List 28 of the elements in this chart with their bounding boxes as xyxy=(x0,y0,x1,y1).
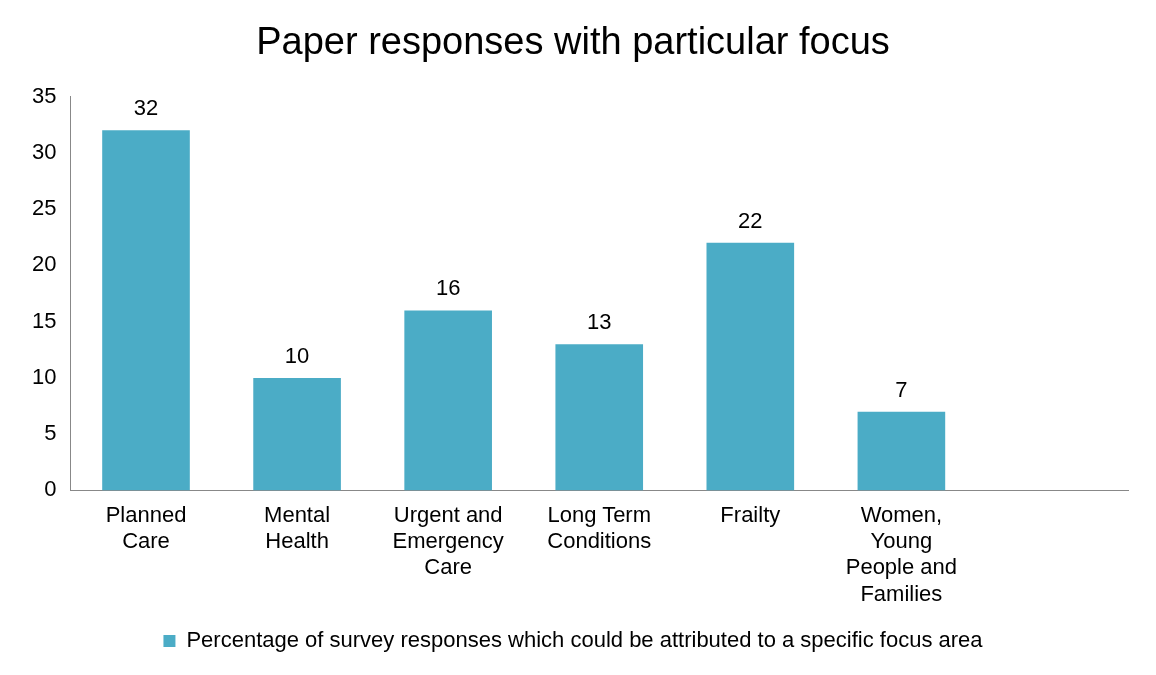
bar xyxy=(857,411,946,491)
data-label: 22 xyxy=(738,207,763,233)
y-tick-label: 35 xyxy=(31,82,57,108)
x-tick-label: Frailty xyxy=(720,501,781,527)
bar xyxy=(555,344,644,491)
y-tick-label: 0 xyxy=(44,476,57,502)
data-label: 13 xyxy=(586,309,612,335)
legend-label: Percentage of survey responses which could be attributed to a specific focus area xyxy=(186,627,984,653)
x-tick-label: Urgent and Emergency Care xyxy=(392,501,504,580)
x-tick-label: Long Term Conditions xyxy=(547,501,652,554)
y-tick-label: 30 xyxy=(31,138,57,164)
x-tick-label: Women, Young People and Families xyxy=(845,501,958,606)
y-tick-label: 10 xyxy=(31,363,57,389)
data-label: 32 xyxy=(133,95,159,121)
data-label: 7 xyxy=(895,376,908,402)
y-tick-label: 15 xyxy=(31,307,57,333)
chart-title: Paper responses with particular focus xyxy=(256,20,890,63)
bar xyxy=(404,310,492,491)
y-tick-label: 5 xyxy=(44,420,57,446)
bar xyxy=(253,377,341,491)
data-label: 10 xyxy=(284,342,310,368)
x-tick-label: Planned Care xyxy=(105,501,187,554)
data-label: 16 xyxy=(435,275,461,301)
bar xyxy=(102,130,190,491)
bar xyxy=(706,242,795,491)
x-tick-label: Mental Health xyxy=(264,501,331,554)
y-tick-label: 25 xyxy=(31,195,57,221)
y-tick-label: 20 xyxy=(31,251,57,277)
